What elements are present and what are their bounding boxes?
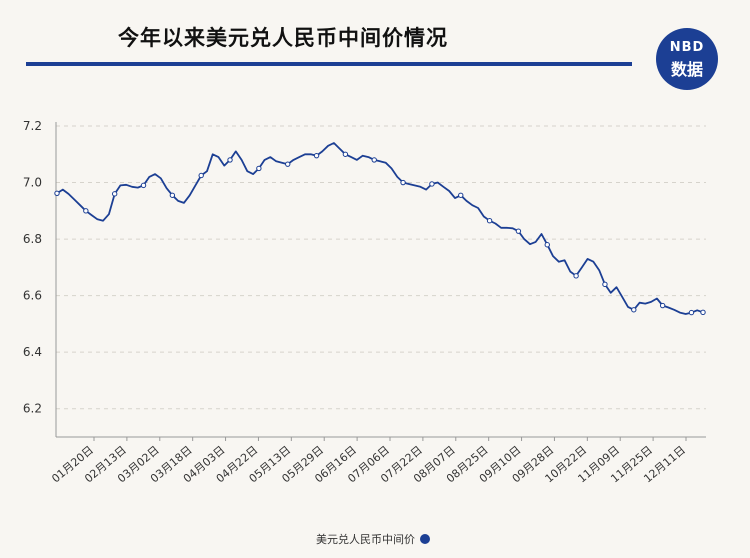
y-axis: 6.2 6.4 6.6 6.8 7.0 7.2 (23, 119, 57, 437)
legend-marker (420, 534, 430, 544)
data-point (429, 181, 435, 187)
x-axis: 01月20日02月13日03月02日03月18日04月03日04月22日05月1… (49, 436, 706, 485)
grid-lines (56, 125, 706, 410)
data-point (458, 192, 464, 198)
data-point (140, 182, 147, 189)
data-point (486, 218, 493, 224)
data-point (256, 165, 262, 172)
chart-title: 今年以来美元兑人民币中间价情况 (118, 26, 448, 50)
legend-label: 美元兑人民币中间价 (316, 533, 415, 546)
title-underline (26, 62, 632, 66)
data-point (515, 228, 522, 234)
data-point (544, 242, 550, 248)
data-point (111, 191, 118, 197)
data-point (602, 281, 608, 288)
data-point (659, 302, 666, 309)
data-point (198, 172, 204, 179)
data-point (342, 151, 349, 157)
y-tick-label: 7.0 (23, 176, 42, 190)
data-point (688, 309, 695, 316)
series-line (56, 142, 704, 315)
y-tick-label: 6.2 (23, 402, 42, 416)
nbd-logo: NBD 数据 (656, 28, 718, 90)
data-point (371, 157, 377, 163)
data-point (169, 192, 176, 198)
y-tick-label: 6.4 (23, 345, 42, 359)
y-tick-label: 6.8 (23, 232, 42, 246)
logo-text-data: 数据 (670, 60, 703, 79)
data-point (400, 179, 406, 186)
data-point (313, 152, 320, 159)
y-tick-label: 7.2 (23, 119, 42, 133)
data-point (631, 307, 637, 313)
y-tick-label: 6.6 (23, 289, 42, 303)
data-point (227, 157, 233, 163)
data-point (285, 161, 291, 167)
data-point (83, 208, 89, 214)
plot-area (54, 142, 706, 316)
data-point (700, 309, 706, 316)
legend: 美元兑人民币中间价 (316, 531, 430, 547)
data-point (54, 190, 60, 196)
logo-text-nbd: NBD (669, 40, 705, 55)
data-point (573, 273, 579, 279)
